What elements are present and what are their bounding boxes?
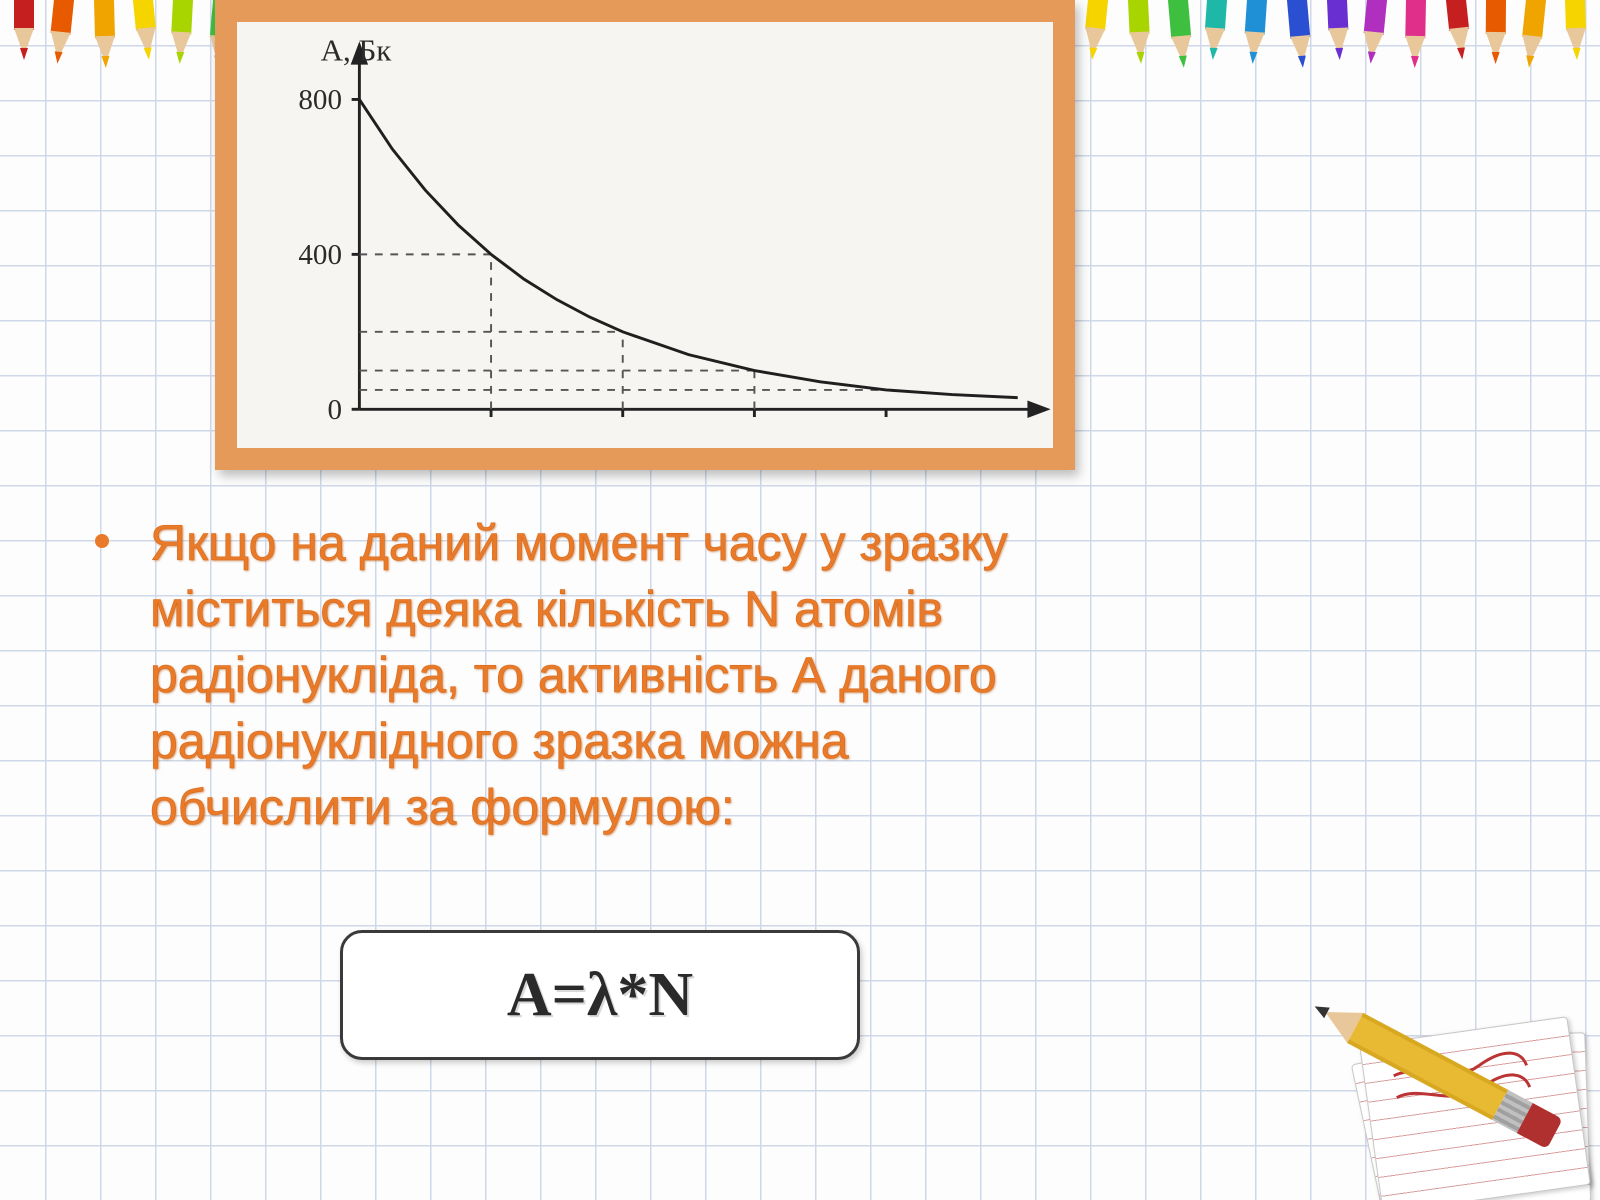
- svg-text:А, Бк: А, Бк: [321, 33, 393, 68]
- decay-chart-inner: 0 400 800 А, Бк: [237, 22, 1053, 448]
- svg-text:800: 800: [298, 84, 342, 116]
- decay-chart-frame: 0 400 800 А, Бк: [215, 0, 1075, 470]
- decay-chart-svg: 0 400 800 А, Бк: [237, 22, 1053, 448]
- paragraph-line: обчислити за формулою:: [150, 774, 1008, 840]
- bullet-icon: [95, 534, 109, 548]
- paragraph-line: міститься деяка кількість N атомів: [150, 576, 1008, 642]
- paragraph-line: Якщо на даний момент часу у зразку: [150, 510, 1008, 576]
- svg-text:400: 400: [298, 239, 342, 271]
- formula-text: A=λ*N: [507, 960, 693, 1031]
- paragraph-line: радіонукліда, то активність А даного: [150, 642, 1008, 708]
- svg-text:0: 0: [327, 394, 342, 426]
- formula-box: A=λ*N: [340, 930, 860, 1060]
- explanation-paragraph: Якщо на даний момент часу у зразкумістит…: [150, 510, 1008, 840]
- paragraph-line: радіонуклідного зразка можна: [150, 708, 1008, 774]
